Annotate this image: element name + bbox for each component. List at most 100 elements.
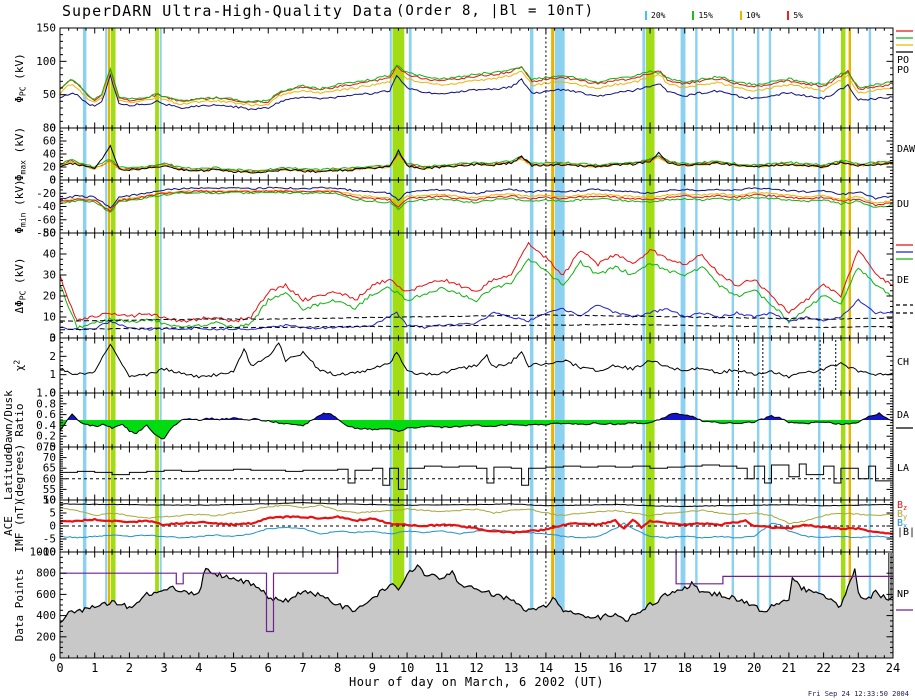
label-part: max bbox=[19, 160, 28, 175]
label-part: (kV) bbox=[13, 257, 26, 290]
y-tick-label: 0 bbox=[49, 520, 56, 533]
event-band-cyan bbox=[868, 233, 872, 338]
y-tick-label: 30 bbox=[43, 269, 56, 282]
y-tick-label: 10 bbox=[43, 311, 56, 324]
event-band-green bbox=[645, 128, 655, 180]
y-tick-label: 0 bbox=[49, 387, 56, 400]
legend-label: 20% bbox=[651, 11, 666, 20]
event-band-cyan bbox=[731, 28, 735, 128]
x-tick-label: 6 bbox=[265, 661, 272, 675]
event-band-green bbox=[840, 128, 846, 180]
percent-legend: 20% 15% 10% 5% bbox=[645, 5, 830, 24]
y-tick-label: 20 bbox=[43, 290, 56, 303]
y-tick-label: 2 bbox=[49, 350, 56, 363]
y-tick-label: 10 bbox=[43, 494, 56, 507]
y-axis-label-delta_phi: ΔΦPC (kV) bbox=[13, 257, 28, 313]
series-delta_phi-black-upper bbox=[60, 314, 893, 322]
label-part: LA bbox=[897, 463, 909, 474]
order-subtitle: (Order 8, |Bl = 10nT) bbox=[396, 3, 595, 19]
event-band-cyan bbox=[680, 28, 686, 128]
panel-phi_min bbox=[60, 180, 893, 233]
event-band-cyan bbox=[529, 28, 534, 128]
y-axis-label-imf: IMF (nT) bbox=[13, 500, 26, 553]
series-imf-Bx bbox=[60, 522, 893, 539]
event-band-cyan bbox=[768, 233, 772, 338]
event-band-green bbox=[840, 447, 846, 500]
y-axis-label-phi_max: Φmax (kV) bbox=[13, 127, 28, 181]
event-band-cyan bbox=[408, 128, 412, 180]
y-tick-label: 50 bbox=[43, 494, 56, 507]
y-tick-label: 0.0 bbox=[36, 441, 56, 454]
label-part: CH bbox=[897, 357, 909, 368]
label-part: (kV) bbox=[13, 53, 26, 86]
y-tick-label: 800 bbox=[36, 567, 56, 580]
right-label-datapoints-0: NP bbox=[897, 589, 909, 600]
panel-frame-phi_pc bbox=[59, 27, 894, 129]
event-band-orange bbox=[848, 500, 852, 552]
event-band-cyan bbox=[680, 180, 686, 233]
y-tick-label: 50 bbox=[43, 88, 56, 101]
y-tick-label: 65 bbox=[43, 462, 56, 475]
series-datapoints-npoints bbox=[60, 564, 893, 624]
y-tick-label: 5 bbox=[49, 507, 56, 520]
series-delta_phi-black-lower bbox=[60, 323, 893, 331]
y-tick-label: 0.2 bbox=[36, 430, 56, 443]
y-tick-label: 0.4 bbox=[36, 419, 56, 432]
event-band-cyan bbox=[642, 552, 646, 658]
event-band-cyan bbox=[554, 447, 565, 500]
panel-phi_max bbox=[60, 128, 893, 180]
event-band-cyan bbox=[818, 28, 821, 128]
legend-label: 10% bbox=[745, 11, 761, 20]
label-part: DE bbox=[897, 275, 909, 286]
event-band-cyan bbox=[529, 447, 534, 500]
event-band-cyan bbox=[105, 180, 108, 233]
y-tick-label: 1.0 bbox=[36, 387, 56, 400]
right-label-imf-3: |B| bbox=[897, 527, 915, 538]
event-band-cyan bbox=[159, 500, 162, 552]
x-tick-label: 24 bbox=[886, 661, 900, 675]
event-band-orange bbox=[551, 180, 555, 233]
x-tick-label: 3 bbox=[161, 661, 168, 675]
event-band-cyan bbox=[756, 180, 760, 233]
x-tick-label: 7 bbox=[299, 661, 306, 675]
event-band-cyan bbox=[529, 180, 534, 233]
panel-frame-latitude bbox=[59, 446, 894, 501]
event-band-cyan bbox=[642, 447, 646, 500]
event-band-green bbox=[110, 338, 116, 393]
ratio-fill-above bbox=[60, 412, 893, 420]
event-band-cyan bbox=[82, 128, 87, 180]
y-tick-label: 40 bbox=[43, 148, 56, 161]
event-band-cyan bbox=[389, 338, 392, 393]
panel-latitude bbox=[60, 447, 893, 500]
series-imf-Bz bbox=[60, 515, 893, 535]
event-band-green bbox=[155, 28, 159, 128]
x-tick-label: 1 bbox=[91, 661, 98, 675]
event-band-orange bbox=[848, 128, 852, 180]
x-tick-label: 23 bbox=[851, 661, 865, 675]
series-latitude-black bbox=[60, 463, 893, 490]
event-band-cyan bbox=[105, 447, 108, 500]
ratio-fill-below bbox=[60, 420, 893, 439]
y-axis-label-latitude: (degrees) bbox=[13, 444, 26, 504]
y-tick-label: 3 bbox=[49, 332, 56, 345]
series-phi_min-orange bbox=[60, 189, 893, 211]
series-fill-npoints bbox=[60, 565, 893, 658]
event-band-orange bbox=[848, 338, 852, 393]
label-part: y bbox=[903, 513, 907, 521]
x-tick-label: 19 bbox=[712, 661, 726, 675]
event-band-cyan bbox=[731, 233, 735, 338]
event-band-cyan bbox=[408, 180, 412, 233]
event-band-cyan bbox=[389, 128, 392, 180]
series-phi_pc-green bbox=[60, 64, 893, 103]
event-band-cyan bbox=[105, 28, 108, 128]
legend-swatch bbox=[739, 11, 742, 20]
event-band-green bbox=[840, 500, 846, 552]
event-band-cyan bbox=[529, 128, 534, 180]
y-axis-label-ratio: Dawn/Dusk bbox=[2, 390, 15, 450]
label-part: Φ bbox=[13, 174, 26, 181]
y-axis-label-latitude: Latitude bbox=[2, 447, 15, 500]
event-band-green bbox=[840, 338, 846, 393]
event-band-cyan bbox=[756, 128, 760, 180]
legend-swatch bbox=[645, 11, 647, 20]
